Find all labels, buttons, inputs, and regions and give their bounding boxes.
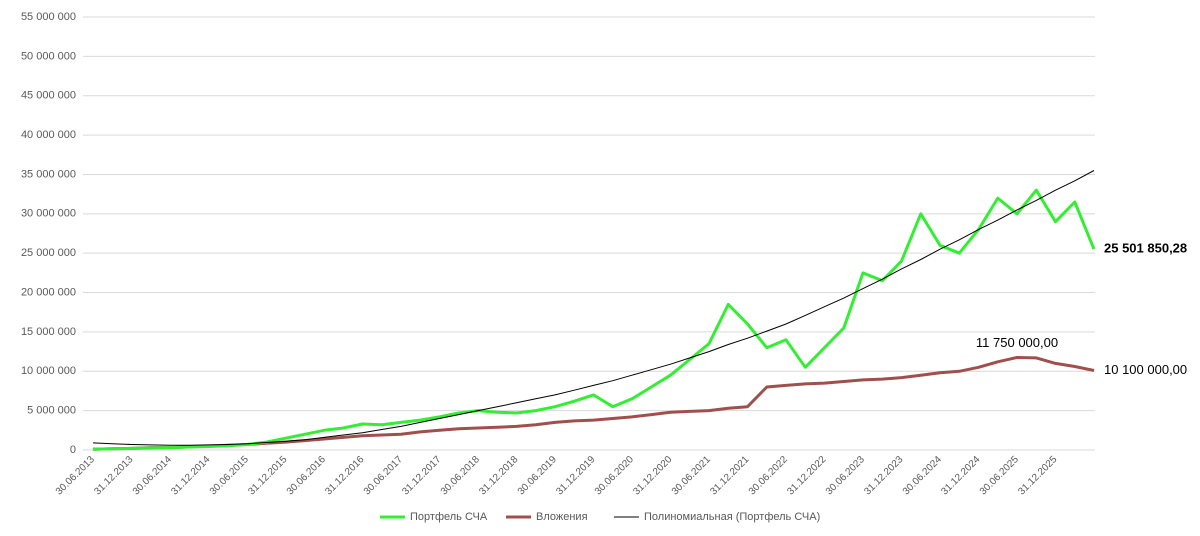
y-tick-label: 35 000 000 <box>21 168 76 180</box>
y-tick-label: 5 000 000 <box>27 405 76 417</box>
x-tick-label: 30.06.2023 <box>824 454 867 497</box>
y-tick-label: 10 000 000 <box>21 365 76 377</box>
x-tick-label: 30.06.2025 <box>978 454 1021 497</box>
y-tick-label: 55 000 000 <box>21 11 76 23</box>
x-tick-label: 30.06.2024 <box>901 454 944 497</box>
x-tick-label: 30.06.2018 <box>439 454 482 497</box>
x-tick-label: 30.06.2021 <box>670 454 713 497</box>
y-tick-label: 50 000 000 <box>21 50 76 62</box>
x-tick-label: 31.12.2018 <box>477 454 520 497</box>
x-tick-label: 30.06.2019 <box>516 454 559 497</box>
y-tick-label: 40 000 000 <box>21 129 76 141</box>
y-tick-label: 45 000 000 <box>21 90 76 102</box>
x-tick-label: 31.12.2016 <box>323 454 366 497</box>
x-tick-label: 30.06.2014 <box>131 454 174 497</box>
legend-label: Портфель СЧА <box>410 511 488 523</box>
x-tick-label: 31.12.2013 <box>92 454 135 497</box>
x-tick-label: 31.12.2019 <box>554 454 597 497</box>
x-tick-label: 30.06.2020 <box>593 454 636 497</box>
y-tick-label: 15 000 000 <box>21 326 76 338</box>
x-tick-label: 30.06.2022 <box>747 454 790 497</box>
value-label: 25 501 850,28 <box>1104 241 1187 256</box>
x-tick-label: 31.12.2015 <box>246 454 289 497</box>
x-tick-label: 31.12.2023 <box>862 454 905 497</box>
y-tick-label: 0 <box>70 444 76 456</box>
legend-label: Вложения <box>536 511 588 523</box>
x-tick-label: 30.06.2013 <box>54 454 97 497</box>
x-tick-label: 31.12.2022 <box>785 454 828 497</box>
value-label: 10 100 000,00 <box>1104 362 1187 377</box>
x-tick-label: 31.12.2025 <box>1016 454 1059 497</box>
y-tick-label: 20 000 000 <box>21 286 76 298</box>
y-tick-label: 30 000 000 <box>21 208 76 220</box>
x-tick-label: 31.12.2024 <box>939 454 982 497</box>
legend-label: Полиномиальная (Портфель СЧА) <box>644 511 820 523</box>
x-tick-label: 31.12.2020 <box>631 454 674 497</box>
y-tick-label: 25 000 000 <box>21 247 76 259</box>
x-tick-label: 30.06.2015 <box>208 454 251 497</box>
x-tick-label: 31.12.2014 <box>169 454 212 497</box>
x-tick-label: 30.06.2017 <box>362 454 405 497</box>
x-tick-label: 30.06.2016 <box>285 454 328 497</box>
series-line <box>92 170 1095 446</box>
value-label: 11 750 000,00 <box>976 335 1058 350</box>
x-tick-label: 31.12.2017 <box>400 454 443 497</box>
x-tick-label: 31.12.2021 <box>708 454 751 497</box>
